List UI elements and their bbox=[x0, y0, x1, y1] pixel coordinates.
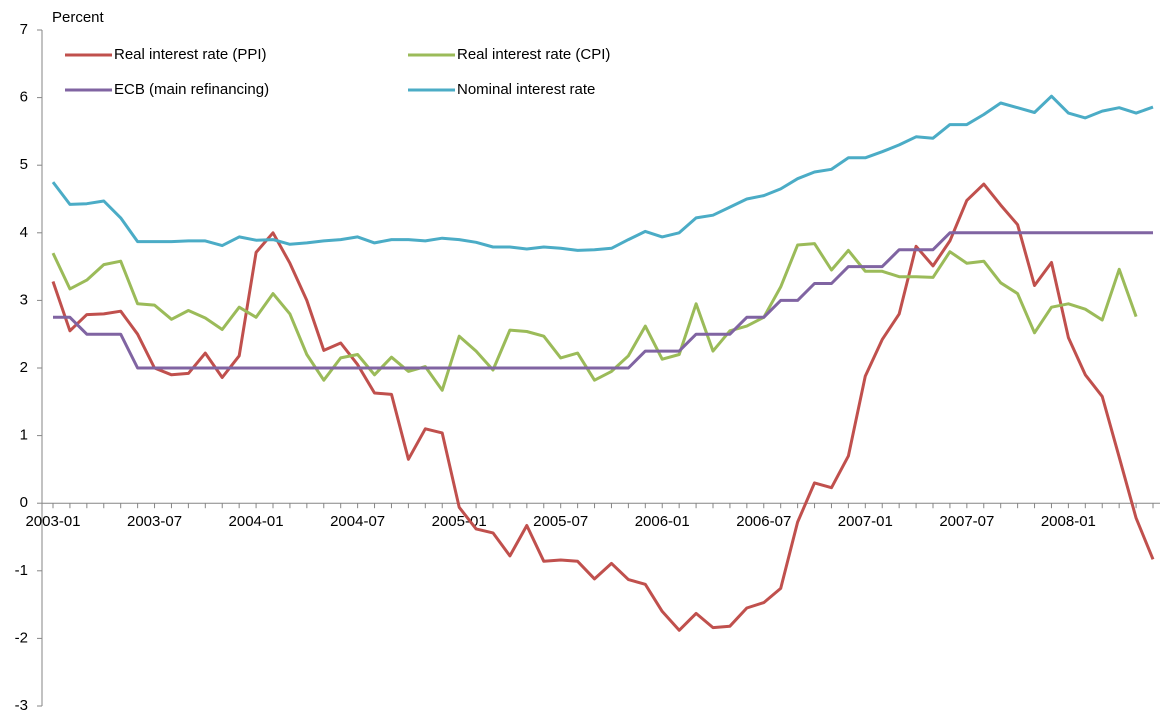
legend-label: Nominal interest rate bbox=[457, 81, 595, 98]
series-line bbox=[53, 231, 1153, 370]
y-tick-label: 7 bbox=[20, 21, 28, 38]
legend-label: ECB (main refinancing) bbox=[114, 81, 269, 98]
y-tick-label: -2 bbox=[15, 629, 28, 646]
x-tick-label: 2008-01 bbox=[1041, 513, 1096, 530]
x-tick-label: 2005-01 bbox=[432, 513, 487, 530]
x-tick-label: 2004-07 bbox=[330, 513, 385, 530]
y-tick-label: 3 bbox=[20, 291, 28, 308]
legend-label: Real interest rate (PPI) bbox=[114, 46, 267, 63]
x-tick-label: 2006-07 bbox=[736, 513, 791, 530]
y-tick-label: -1 bbox=[15, 562, 28, 579]
x-tick-label: 2007-07 bbox=[939, 513, 994, 530]
y-tick-label: 6 bbox=[20, 89, 28, 106]
x-tick-label: 2003-07 bbox=[127, 513, 182, 530]
series-line bbox=[51, 242, 1138, 392]
x-tick-label: 2005-07 bbox=[533, 513, 588, 530]
y-tick-label: 0 bbox=[20, 494, 28, 511]
y-axis-label: Percent bbox=[52, 9, 105, 26]
series-line bbox=[51, 182, 1155, 632]
series-line bbox=[51, 94, 1154, 252]
y-tick-label: 4 bbox=[20, 224, 28, 241]
legend-label: Real interest rate (CPI) bbox=[457, 46, 610, 63]
x-tick-label: 2006-01 bbox=[635, 513, 690, 530]
x-tick-label: 2004-01 bbox=[229, 513, 284, 530]
y-tick-label: 1 bbox=[20, 427, 28, 444]
y-tick-label: 5 bbox=[20, 156, 28, 173]
y-tick-label: -3 bbox=[15, 697, 28, 713]
x-tick-label: 2007-01 bbox=[838, 513, 893, 530]
y-tick-label: 2 bbox=[20, 359, 28, 376]
x-tick-label: 2003-01 bbox=[25, 513, 80, 530]
